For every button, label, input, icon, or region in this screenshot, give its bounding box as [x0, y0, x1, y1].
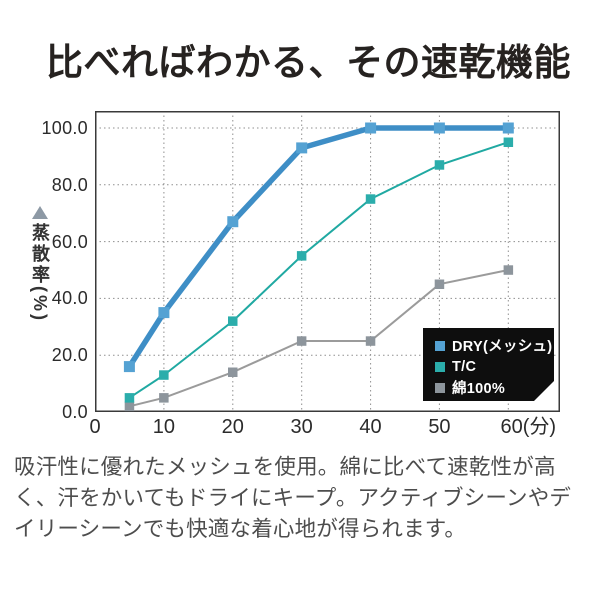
data-point-tc [365, 194, 376, 204]
data-point-tc [124, 393, 135, 403]
y-tick-label: 100.0 [41, 118, 88, 139]
plot-border [95, 111, 560, 412]
y-tick-label: 20.0 [51, 345, 88, 366]
data-point-tc [159, 370, 169, 380]
x-tick-label: 60(分) [500, 416, 557, 438]
x-tick-label: 20 [221, 416, 244, 438]
x-tick-label: 40 [359, 416, 382, 438]
y-axis-label: 蒸散率(%) [30, 223, 50, 323]
legend-swatch-icon [435, 383, 445, 393]
data-point-dry-mesh [502, 122, 514, 134]
data-point-dry-mesh [123, 361, 135, 373]
data-point-dry-mesh [433, 122, 445, 134]
legend-item: DRY(メッシュ) [435, 337, 554, 354]
legend-item: 綿100% [435, 379, 554, 396]
data-point-cotton-100 [228, 367, 238, 377]
data-point-cotton-100 [296, 336, 307, 346]
legend-swatch-icon [435, 362, 445, 372]
data-point-dry-mesh [296, 142, 308, 154]
data-point-cotton-100 [503, 265, 514, 275]
x-tick-label: 30 [290, 416, 313, 438]
data-point-dry-mesh [158, 307, 170, 319]
data-point-tc [503, 137, 514, 147]
y-tick-label: 40.0 [51, 288, 88, 309]
legend-label: 綿100% [452, 381, 506, 397]
data-point-dry-mesh [227, 216, 239, 228]
chart-plot-area [95, 111, 560, 412]
data-point-cotton-100 [365, 336, 376, 346]
legend-label: DRY(メッシュ) [452, 339, 553, 355]
data-point-tc [434, 160, 445, 170]
data-point-tc [228, 316, 238, 326]
x-tick-label: 10 [152, 416, 175, 438]
chart-legend: DRY(メッシュ) T/C 綿100% [423, 328, 554, 401]
data-point-dry-mesh [365, 122, 377, 134]
legend-item: T/C [435, 358, 554, 375]
y-axis-title: 蒸散率(%) [26, 206, 54, 323]
x-tick-label: 50 [428, 416, 451, 438]
legend-swatch-icon [435, 341, 445, 351]
data-point-tc [296, 251, 307, 261]
y-tick-label: 80.0 [51, 174, 88, 195]
y-tick-label: 60.0 [51, 231, 88, 252]
data-point-cotton-100 [124, 401, 135, 412]
evaporation-rate-chart: 蒸散率(%) 100.0 80.0 60.0 40.0 20.0 0.0 0 10 20 30 4… [26, 111, 560, 438]
up-triangle-icon [32, 206, 48, 219]
page-title: 比べればわかる、その速乾機能 [46, 42, 571, 83]
data-point-cotton-100 [159, 393, 169, 403]
x-tick-label: 0 [89, 416, 101, 438]
product-description: 吸汗性に優れたメッシュを使用。綿に比べて速乾性が高く、汗をかいてもドライにキープ… [14, 455, 572, 541]
y-tick-label: 0.0 [62, 402, 88, 422]
data-point-cotton-100 [434, 279, 445, 289]
legend-label: T/C [452, 358, 477, 375]
